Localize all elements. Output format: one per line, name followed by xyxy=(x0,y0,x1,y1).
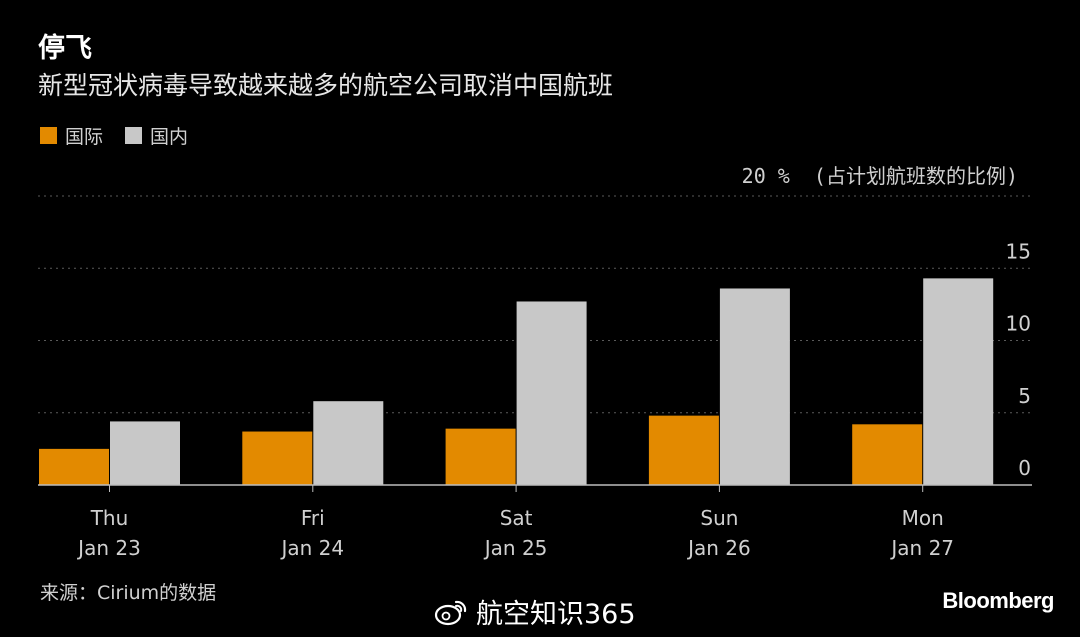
watermark-text: 航空知识365 xyxy=(476,599,636,630)
weibo-watermark: 航空知识365 xyxy=(434,592,636,631)
legend-item-international: 国际 xyxy=(40,122,103,149)
legend-swatch-domestic xyxy=(125,127,143,144)
y-tick-label: 5 xyxy=(1018,384,1031,408)
x-tick-label-day: Mon xyxy=(902,506,944,530)
x-tick-label-day: Thu xyxy=(90,506,129,530)
x-tick-label-day: Fri xyxy=(301,506,325,530)
bar-domestic xyxy=(313,401,384,485)
x-tick-label-date: Jan 24 xyxy=(279,536,344,560)
bar-international xyxy=(445,428,516,485)
chart-title: 停飞 xyxy=(38,33,92,64)
bloomberg-logo: Bloomberg xyxy=(942,588,1054,613)
y-axis-unit-label: 20 % (占计划航班数的比例) xyxy=(741,164,1018,188)
legend-label-domestic: 国内 xyxy=(150,126,189,148)
x-tick-label-date: Jan 25 xyxy=(483,536,548,560)
bar-international xyxy=(39,448,109,485)
bar-domestic xyxy=(923,278,994,485)
x-tick-label-date: Jan 27 xyxy=(889,536,954,560)
x-tick-label-date: Jan 23 xyxy=(76,536,141,560)
x-tick-label-day: Sun xyxy=(700,506,738,530)
bar-domestic xyxy=(719,288,790,485)
bar-domestic xyxy=(110,421,180,485)
legend-swatch-international xyxy=(40,127,57,144)
chart-subtitle: 新型冠状病毒导致越来越多的航空公司取消中国航班 xyxy=(38,71,614,100)
legend-label-international: 国际 xyxy=(65,126,104,148)
y-tick-label: 15 xyxy=(1006,239,1031,263)
weibo-icon xyxy=(434,600,467,625)
x-tick-label-day: Sat xyxy=(500,506,533,530)
bar-international xyxy=(648,415,719,485)
bar-international xyxy=(242,431,313,485)
source-note: 来源：Cirium的数据 xyxy=(40,582,217,604)
x-tick-label-date: Jan 26 xyxy=(686,536,751,560)
legend-item-domestic: 国内 xyxy=(125,122,188,149)
y-tick-label: 0 xyxy=(1018,456,1031,480)
legend: 国际 国内 xyxy=(40,122,210,149)
y-tick-label: 10 xyxy=(1006,312,1031,336)
bar-domestic xyxy=(516,301,587,485)
bar-international xyxy=(852,424,923,485)
